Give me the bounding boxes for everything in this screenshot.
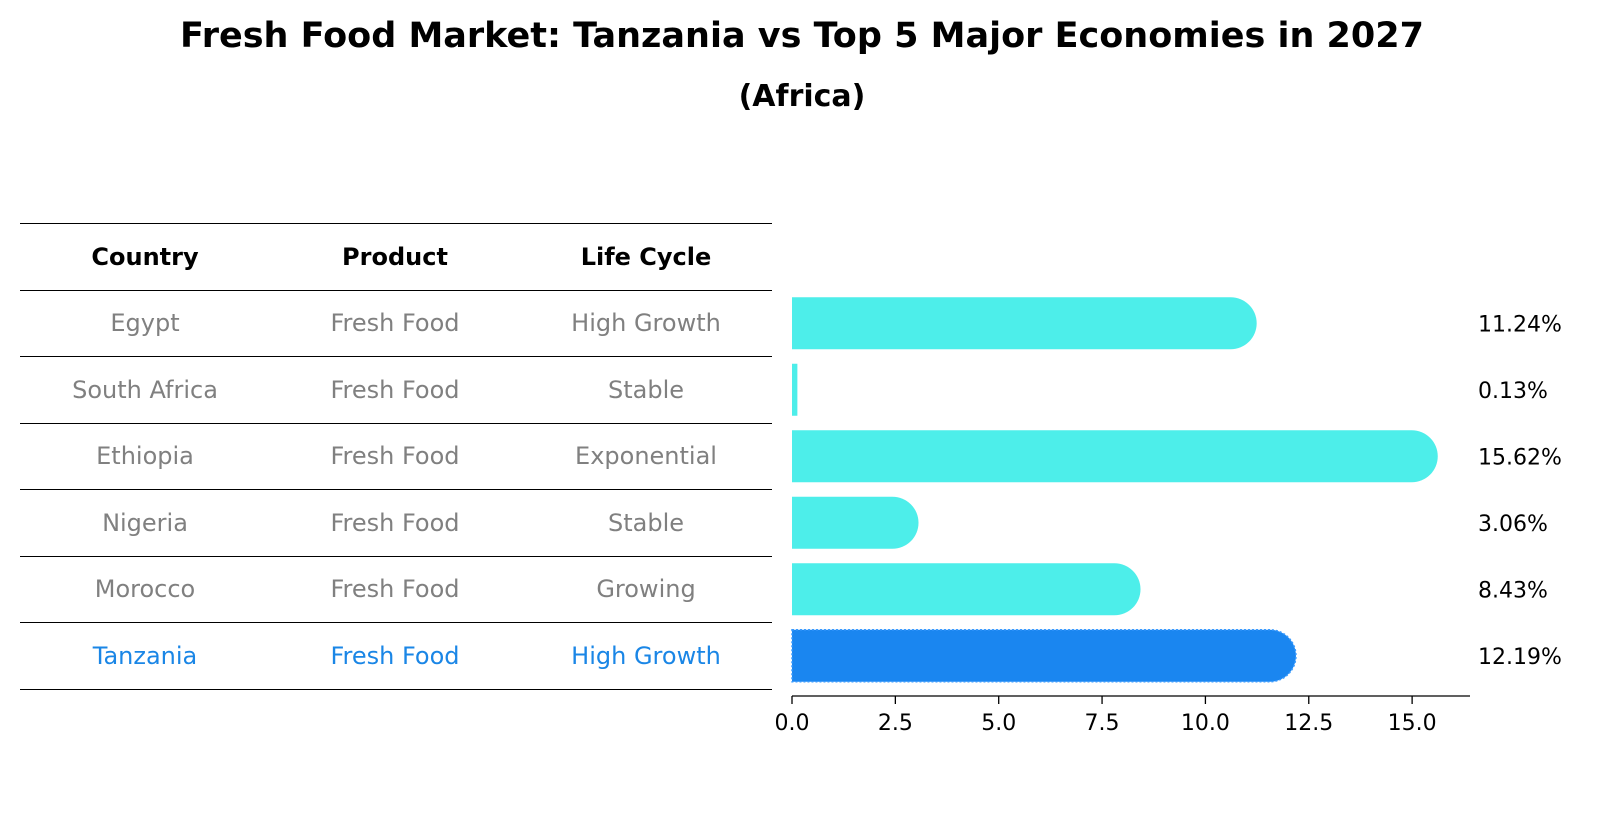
cell-product: Fresh Food [330, 641, 460, 670]
cell-product: Fresh Food [330, 508, 460, 537]
cell-country: South Africa [72, 375, 218, 404]
x-tick-label: 10.0 [1181, 711, 1230, 736]
data-table: Country Product Life Cycle Egypt Fresh F… [20, 223, 772, 690]
value-label: 8.43% [1478, 578, 1548, 603]
cell-life-cycle: Stable [607, 508, 685, 537]
table-row: Morocco Fresh Food Growing [20, 555, 772, 623]
table-row: Egypt Fresh Food High Growth [20, 289, 772, 357]
chart-title: Fresh Food Market: Tanzania vs Top 5 Maj… [180, 16, 1424, 56]
value-label: 15.62% [1478, 445, 1562, 470]
header-life-cycle: Life Cycle [580, 242, 712, 271]
bar-morocco [792, 563, 1141, 616]
x-tick-label: 2.5 [878, 711, 913, 736]
cell-country: Morocco [94, 575, 196, 604]
bar-nigeria [792, 496, 919, 549]
cell-product: Fresh Food [330, 309, 460, 338]
table-row: Nigeria Fresh Food Stable [20, 489, 772, 556]
chart-subtitle: (Africa) [738, 79, 866, 114]
x-tick-label: 0.0 [775, 711, 810, 736]
cell-life-cycle: High Growth [571, 641, 721, 670]
bar-tanzania [791, 629, 1297, 683]
table-row: South Africa Fresh Food Stable [20, 356, 772, 423]
value-label: 0.13% [1478, 379, 1548, 404]
cell-product: Fresh Food [330, 375, 460, 404]
x-tick-label: 5.0 [981, 711, 1016, 736]
header-country: Country [91, 242, 199, 271]
value-label: 3.06% [1478, 512, 1548, 537]
value-label: 11.24% [1478, 312, 1562, 337]
cell-country: Tanzania [92, 641, 198, 670]
bar-egypt [791, 297, 1257, 350]
x-tick-label: 15.0 [1388, 711, 1437, 736]
table-header-row: Country Product Life Cycle [20, 223, 772, 290]
x-tick-label: 12.5 [1284, 711, 1333, 736]
cell-product: Fresh Food [330, 442, 460, 471]
bar-south-africa [792, 363, 798, 416]
x-tick-label: 7.5 [1085, 711, 1120, 736]
cell-country: Nigeria [102, 508, 188, 537]
cell-country: Ethiopia [96, 442, 194, 471]
table-row: Ethiopia Fresh Food Exponential [20, 422, 772, 490]
table-row-highlight: Tanzania Fresh Food High Growth [20, 622, 772, 690]
cell-country: Egypt [110, 309, 180, 338]
bar-ethiopia [792, 430, 1438, 483]
cell-life-cycle: Exponential [575, 442, 717, 471]
header-product: Product [342, 242, 448, 271]
cell-life-cycle: Growing [596, 575, 696, 604]
cell-life-cycle: Stable [607, 375, 685, 404]
cell-product: Fresh Food [330, 575, 460, 604]
value-label: 12.19% [1478, 645, 1562, 670]
cell-life-cycle: High Growth [571, 309, 721, 338]
